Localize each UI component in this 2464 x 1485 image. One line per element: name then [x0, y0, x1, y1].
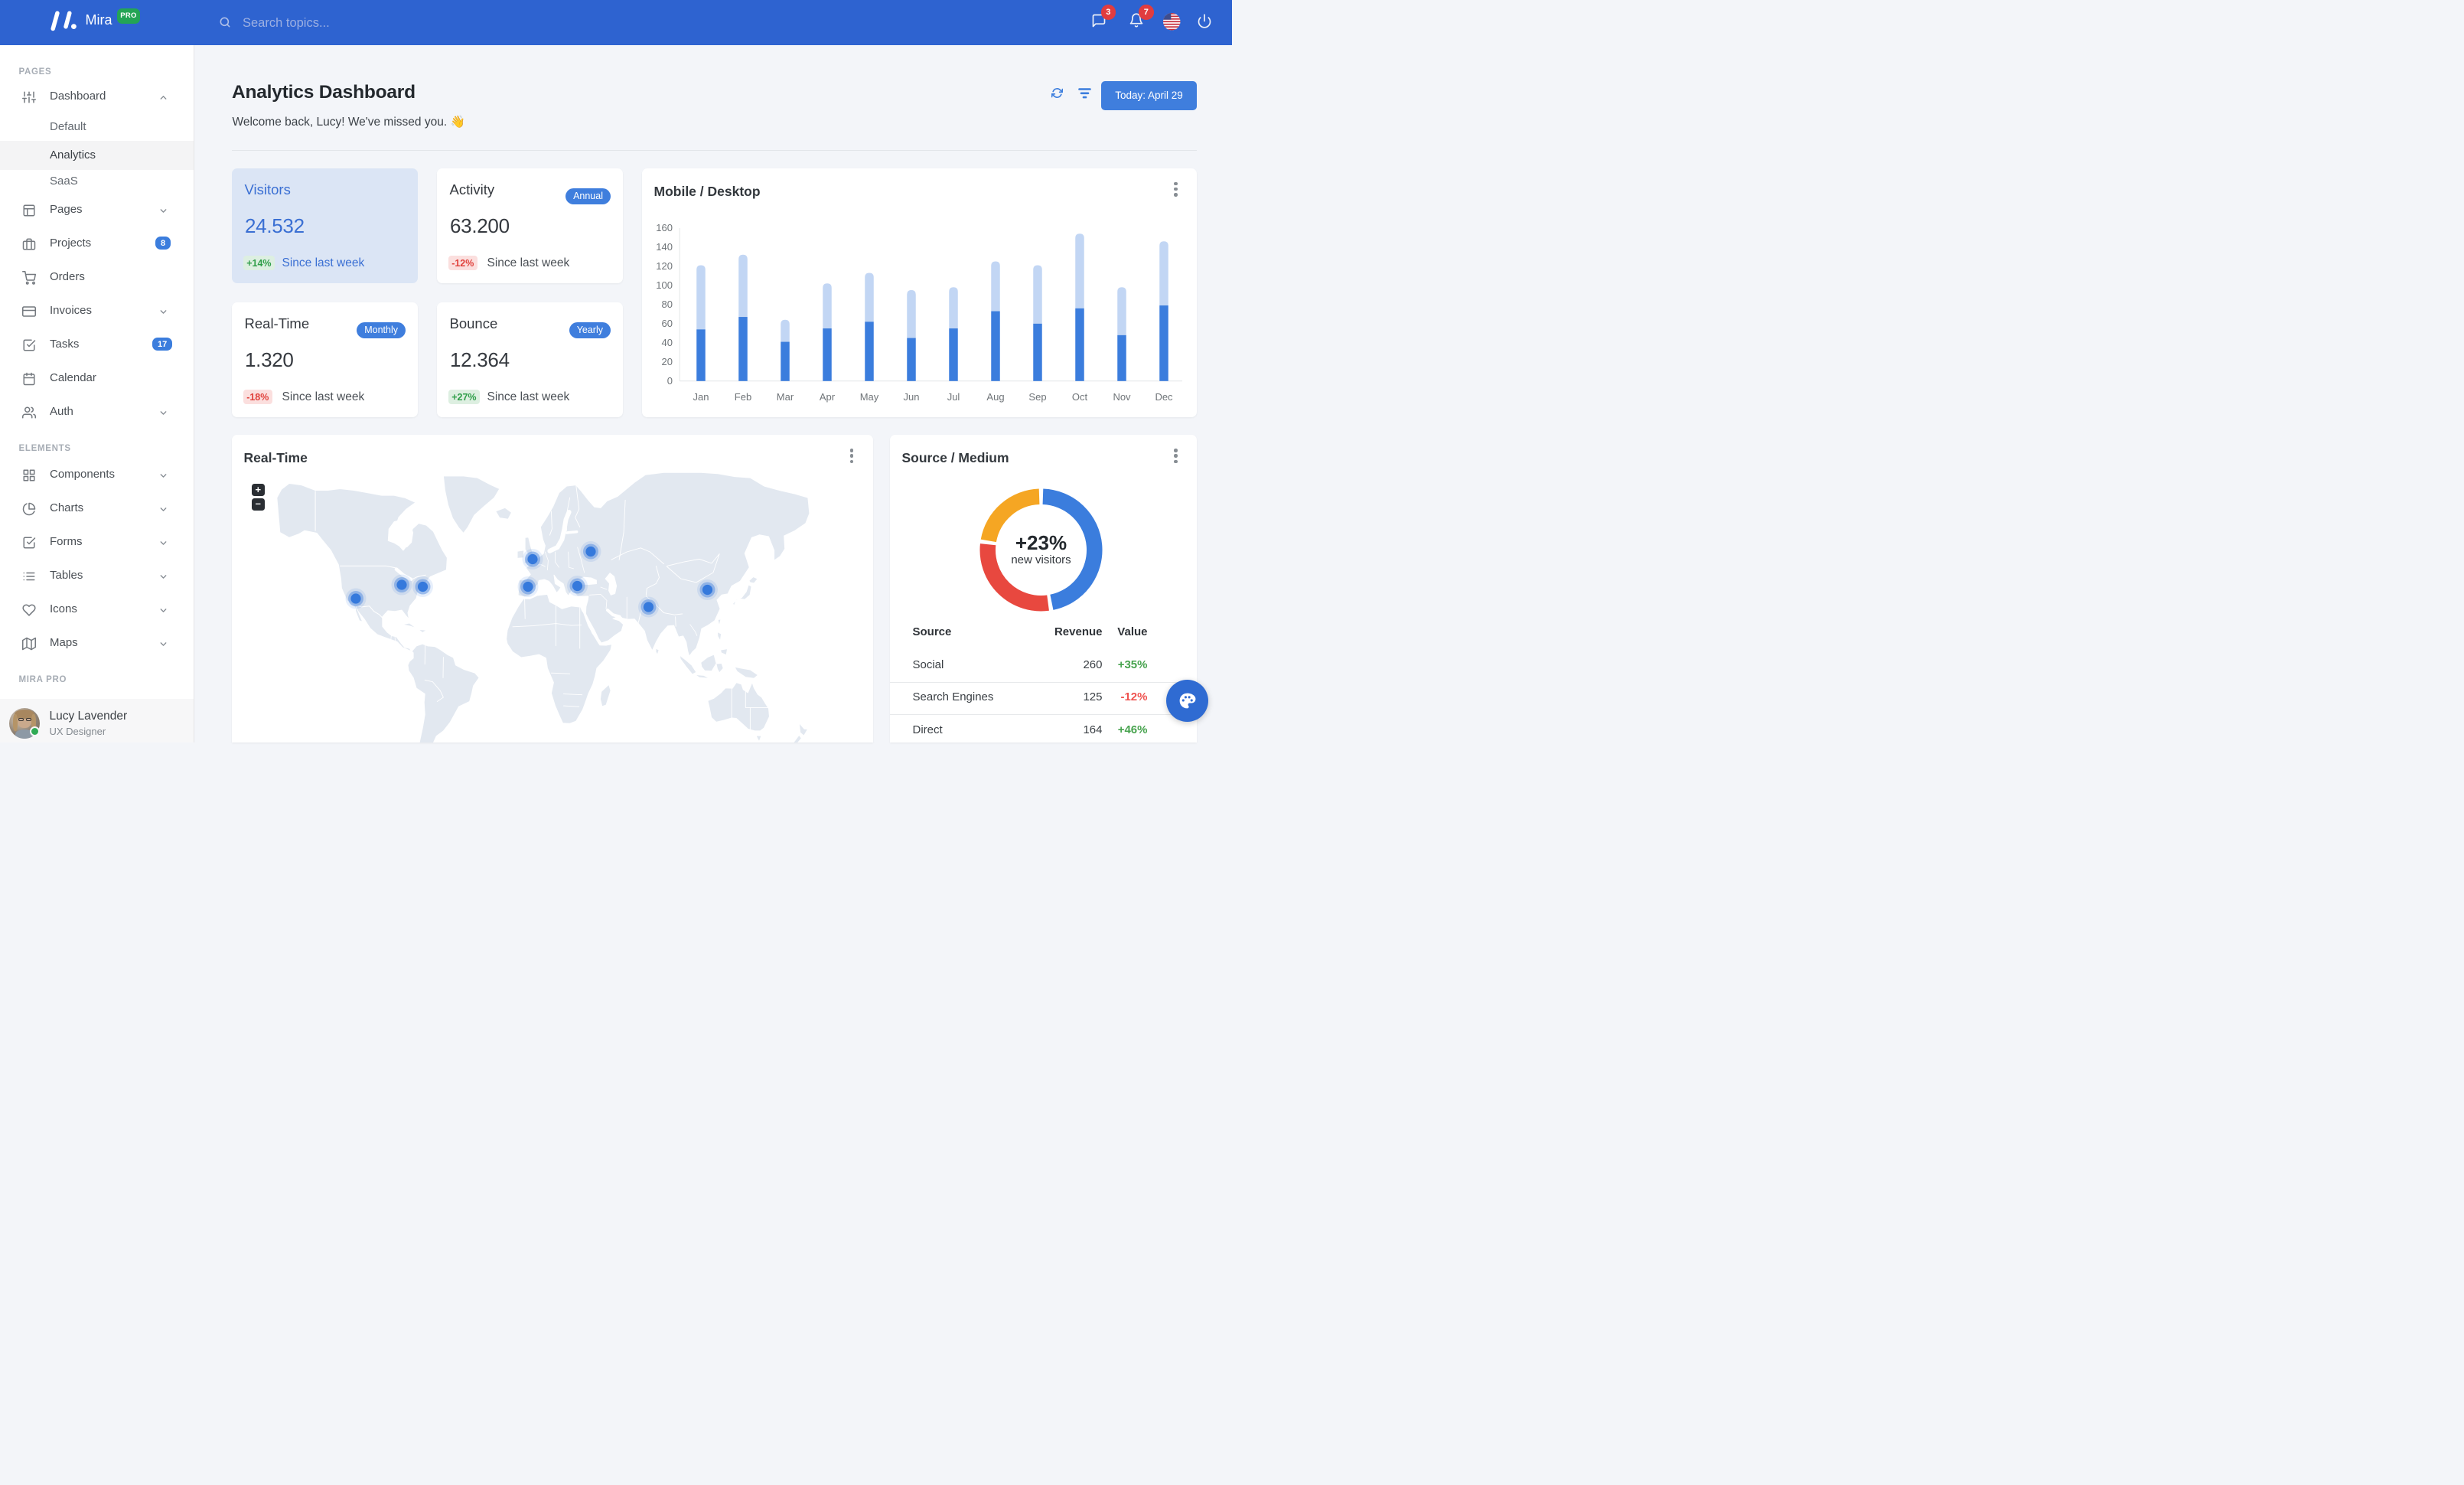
svg-text:Sep: Sep: [1028, 391, 1046, 403]
svg-text:60: 60: [661, 318, 672, 329]
svg-text:new visitors: new visitors: [1011, 553, 1071, 566]
svg-text:Apr: Apr: [819, 391, 835, 403]
svg-text:20: 20: [661, 356, 672, 367]
svg-text:Aug: Aug: [986, 391, 1004, 403]
svg-text:Feb: Feb: [734, 391, 751, 403]
svg-text:May: May: [859, 391, 878, 403]
svg-text:Nov: Nov: [1113, 391, 1131, 403]
svg-text:160: 160: [656, 222, 673, 233]
svg-text:100: 100: [656, 279, 673, 291]
svg-text:40: 40: [661, 337, 672, 348]
svg-text:80: 80: [661, 299, 672, 310]
svg-text:Dec: Dec: [1155, 391, 1173, 403]
svg-text:Oct: Oct: [1071, 391, 1087, 403]
svg-text:Jul: Jul: [947, 391, 960, 403]
svg-text:140: 140: [656, 241, 673, 253]
svg-text:+23%: +23%: [1015, 531, 1066, 554]
svg-text:0: 0: [667, 375, 672, 387]
svg-text:Jun: Jun: [903, 391, 919, 403]
svg-text:Jan: Jan: [693, 391, 709, 403]
svg-text:Mar: Mar: [776, 391, 794, 403]
svg-text:120: 120: [656, 260, 673, 272]
